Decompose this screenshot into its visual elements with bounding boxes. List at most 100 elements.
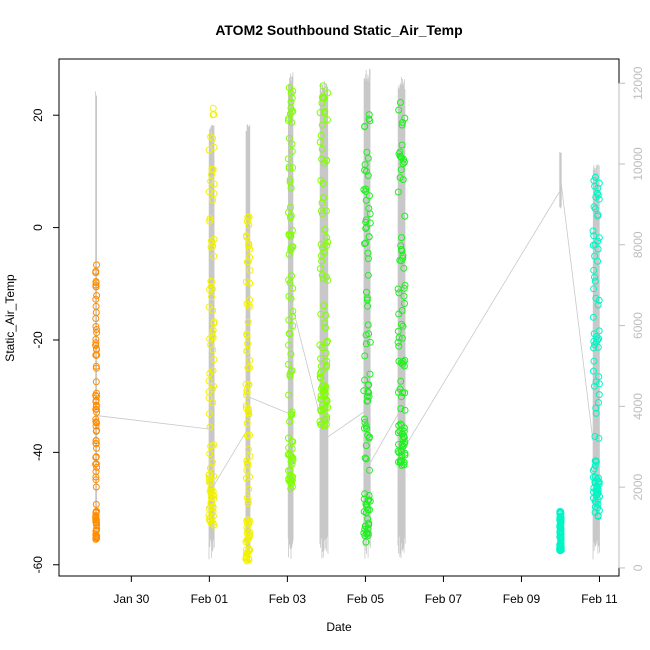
data-point	[93, 444, 100, 452]
data-point	[591, 341, 599, 349]
data-point	[363, 392, 371, 400]
data-point	[285, 316, 293, 324]
data-point	[205, 188, 213, 196]
data-point	[205, 511, 213, 519]
data-point	[286, 176, 294, 184]
data-point	[289, 87, 297, 95]
data-point	[243, 466, 251, 474]
data-point	[92, 391, 100, 399]
data-point	[288, 454, 296, 462]
data-point	[209, 519, 217, 527]
data-point	[92, 405, 100, 413]
data-point	[589, 313, 597, 321]
data-point	[316, 341, 324, 349]
data-point	[317, 132, 325, 139]
altitude-flight-trace	[397, 76, 406, 559]
data-point	[317, 392, 325, 400]
data-point	[395, 310, 403, 318]
data-point	[398, 334, 406, 342]
data-point	[362, 216, 370, 224]
data-point	[323, 116, 331, 124]
data-point	[205, 388, 213, 396]
data-point	[399, 442, 407, 450]
data-point	[398, 430, 406, 438]
data-point	[92, 418, 100, 426]
data-point	[318, 145, 326, 153]
data-point	[287, 233, 295, 241]
altitude-connector	[560, 184, 594, 442]
data-point	[210, 143, 218, 151]
data-point	[590, 357, 598, 365]
data-point	[593, 482, 601, 490]
data-point	[591, 457, 599, 465]
chart-title: ATOM2 Southbound Static_Air_Temp	[215, 22, 462, 38]
data-point	[594, 301, 602, 309]
data-point	[591, 182, 599, 190]
data-point	[243, 459, 251, 467]
data-point	[207, 277, 215, 285]
data-point	[92, 415, 100, 423]
x-axis-title: Date	[326, 620, 352, 634]
data-point	[323, 357, 331, 365]
data-point	[324, 238, 332, 246]
data-point	[205, 505, 213, 513]
data-point	[364, 271, 372, 279]
y-tick-label: 20	[31, 108, 45, 122]
data-point	[244, 446, 252, 453]
y2-tick-label: 6000	[631, 312, 645, 339]
data-point	[591, 277, 599, 285]
data-point	[364, 321, 372, 329]
data-point	[594, 212, 602, 220]
altitude-flight-trace	[287, 72, 294, 560]
data-point	[285, 292, 293, 300]
altitude-flight-trace	[363, 68, 371, 559]
data-point	[595, 391, 603, 399]
data-point	[362, 422, 370, 430]
data-point	[362, 239, 370, 247]
data-point	[591, 509, 599, 516]
data-point	[321, 226, 329, 234]
data-point	[244, 364, 252, 372]
data-point	[322, 396, 330, 403]
temperature-series	[284, 82, 332, 493]
data-point	[322, 383, 330, 391]
data-point	[208, 285, 216, 293]
data-point	[92, 476, 100, 484]
data-point	[395, 150, 403, 158]
data-point	[317, 310, 325, 318]
data-point	[364, 431, 372, 439]
data-point	[591, 273, 598, 281]
data-point	[366, 338, 374, 346]
x-tick-label: Feb 03	[269, 592, 307, 606]
y2-tick-label: 12000	[631, 66, 645, 100]
data-point	[318, 199, 326, 207]
data-point	[92, 309, 100, 316]
data-point	[366, 192, 373, 200]
data-point	[243, 389, 251, 397]
data-point	[394, 447, 402, 455]
data-point	[206, 217, 214, 225]
y2-tick-label: 2000	[631, 473, 645, 500]
data-point	[246, 267, 254, 274]
data-point	[318, 271, 326, 279]
data-point	[364, 397, 372, 405]
data-point	[208, 278, 216, 286]
data-point	[362, 331, 370, 339]
data-point	[93, 408, 101, 416]
data-point	[288, 94, 296, 102]
data-point	[287, 89, 295, 97]
data-point	[289, 312, 297, 320]
data-point	[590, 285, 598, 293]
data-point	[592, 409, 600, 417]
data-point	[244, 340, 252, 348]
data-point	[242, 278, 250, 286]
data-point	[361, 490, 369, 498]
data-point	[361, 418, 369, 426]
data-point	[595, 234, 603, 242]
temperature-series	[92, 261, 101, 543]
data-point	[317, 395, 325, 403]
data-point	[286, 451, 294, 459]
data-point	[93, 292, 101, 299]
data-point	[286, 330, 294, 338]
